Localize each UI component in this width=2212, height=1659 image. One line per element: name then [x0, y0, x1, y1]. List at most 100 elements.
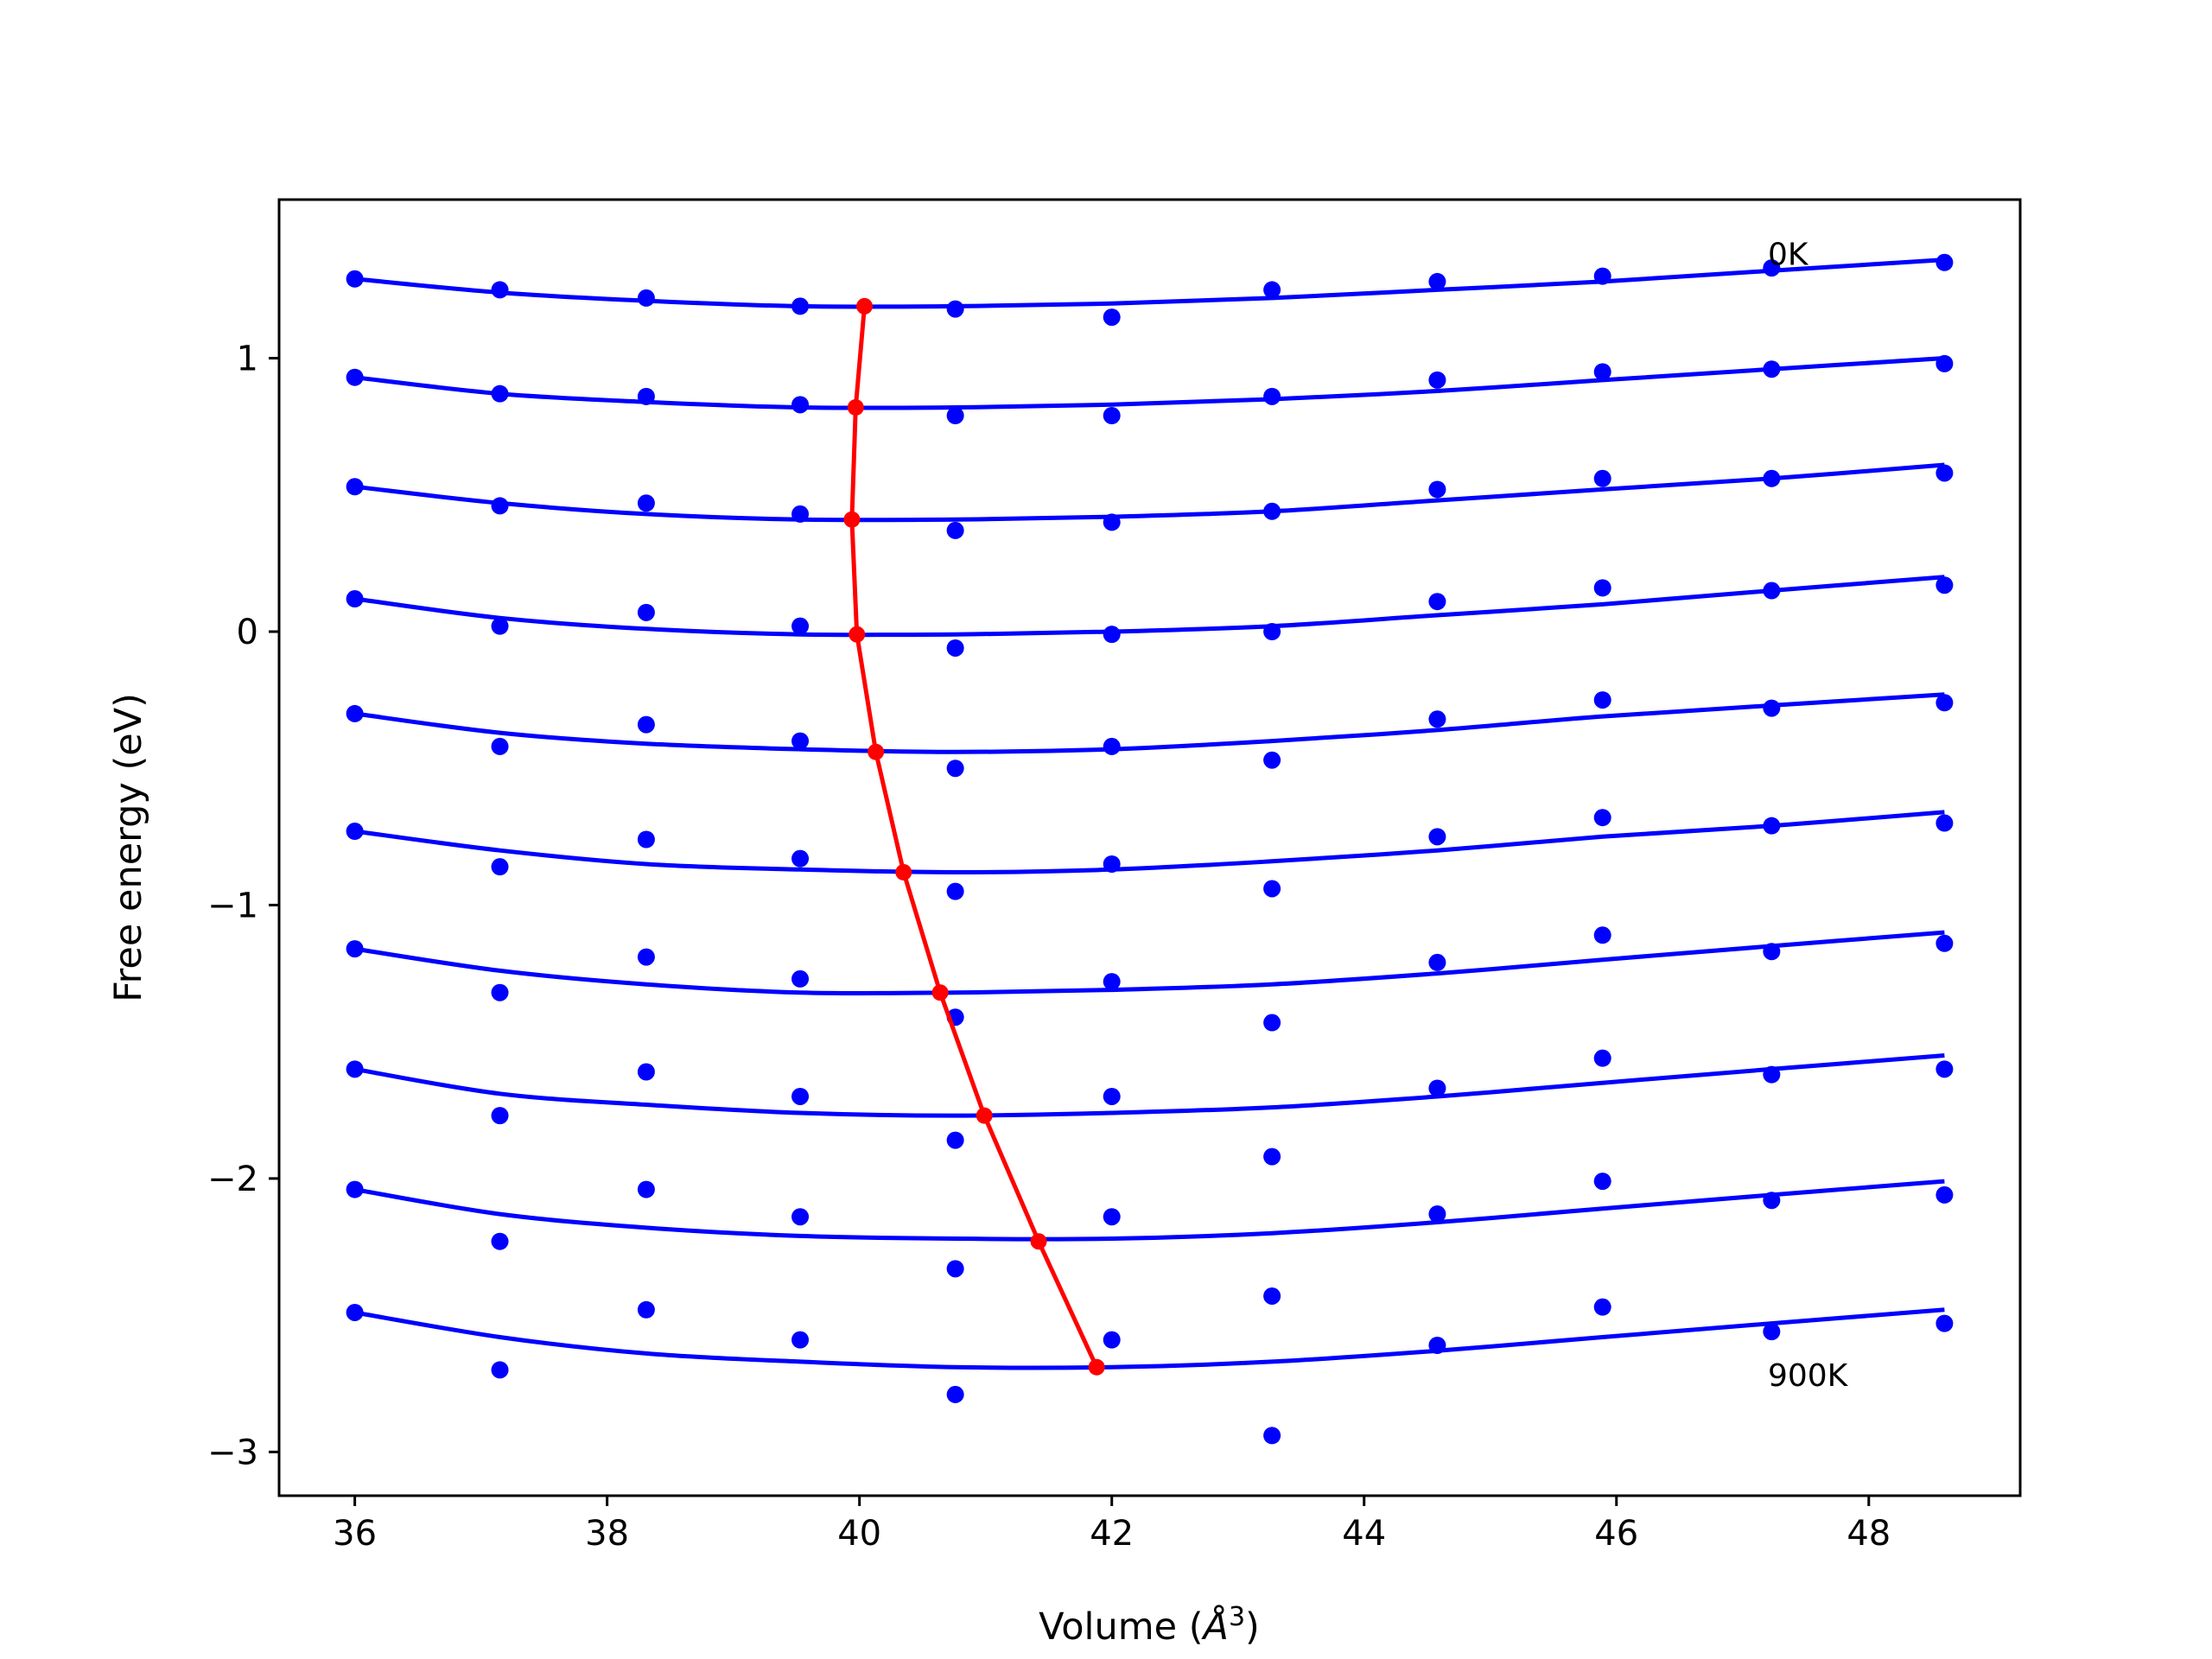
data-point — [1263, 502, 1281, 520]
data-point — [1428, 593, 1446, 611]
x-axis-label-text: Volume ( — [1039, 1605, 1203, 1649]
data-points — [346, 253, 1954, 1445]
data-point — [1763, 943, 1781, 961]
minimum-point — [868, 743, 885, 760]
data-point — [637, 289, 655, 307]
data-point — [791, 1087, 810, 1105]
minimum-point — [843, 511, 861, 528]
annotation-label: 900K — [1768, 1358, 1849, 1394]
fit-curve — [354, 356, 1945, 410]
x-axis-label-exponent: 3 — [1229, 1602, 1245, 1632]
data-point — [1936, 694, 1954, 712]
data-point — [346, 704, 364, 722]
data-point — [791, 297, 810, 315]
data-point — [1103, 513, 1121, 531]
data-point — [1263, 880, 1281, 898]
data-point — [637, 603, 655, 621]
data-point — [946, 300, 964, 318]
data-point — [1763, 259, 1781, 277]
data-point — [1936, 1060, 1954, 1078]
x-tick-label: 42 — [1090, 1514, 1134, 1554]
data-point — [491, 1232, 509, 1250]
data-point — [1103, 626, 1121, 644]
data-point — [1103, 973, 1121, 991]
data-point — [1103, 308, 1121, 327]
data-point — [491, 1361, 509, 1379]
data-point — [1263, 1147, 1281, 1166]
data-point — [946, 1260, 964, 1278]
data-point — [637, 948, 655, 966]
data-point — [791, 505, 810, 523]
data-point — [1593, 926, 1611, 944]
minimum-point — [847, 399, 864, 416]
data-point — [1593, 691, 1611, 709]
data-point — [1428, 1336, 1446, 1354]
x-tick-label: 46 — [1594, 1514, 1638, 1554]
data-point — [946, 882, 964, 900]
data-point — [1763, 817, 1781, 835]
data-point — [1103, 1208, 1121, 1226]
data-point — [637, 1300, 655, 1319]
x-tick-label: 48 — [1847, 1514, 1891, 1554]
data-point — [1936, 814, 1954, 832]
minimum-point — [931, 984, 949, 1001]
data-point — [1103, 1331, 1121, 1349]
data-point — [491, 617, 509, 635]
data-point — [1763, 1192, 1781, 1210]
data-point — [1593, 579, 1611, 597]
data-point — [1263, 281, 1281, 299]
x-tick-label: 44 — [1342, 1514, 1386, 1554]
data-point — [1263, 751, 1281, 769]
data-point — [791, 849, 810, 868]
y-axis-ticks: 1 0 −1 −2 −3 — [207, 340, 279, 1472]
data-point — [346, 270, 364, 288]
data-point — [346, 478, 364, 496]
x-tick-label: 36 — [333, 1514, 377, 1554]
data-point — [637, 715, 655, 734]
data-point — [1593, 363, 1611, 381]
data-point — [1428, 1205, 1446, 1224]
data-point — [1263, 1427, 1281, 1445]
data-point — [946, 407, 964, 424]
fit-curve — [354, 257, 1945, 309]
y-tick-label: 0 — [237, 613, 258, 652]
data-point — [491, 737, 509, 755]
data-point — [1763, 1065, 1781, 1084]
data-point — [946, 1385, 964, 1403]
minimum-point — [895, 863, 912, 880]
data-point — [346, 823, 364, 841]
minimum-point — [1088, 1358, 1105, 1376]
minimum-point — [856, 297, 874, 315]
data-point — [1763, 469, 1781, 487]
data-point — [1763, 360, 1781, 378]
data-point — [1428, 953, 1446, 971]
data-point — [1763, 699, 1781, 717]
x-axis-label: Volume (Å3) — [1039, 1602, 1260, 1649]
data-point — [1263, 387, 1281, 405]
data-point — [1593, 809, 1611, 827]
data-point — [1428, 272, 1446, 290]
data-point — [346, 1180, 364, 1198]
data-point — [1103, 855, 1121, 873]
x-tick-label: 38 — [585, 1514, 629, 1554]
data-point — [637, 1063, 655, 1081]
data-point — [791, 732, 810, 750]
data-point — [346, 1060, 364, 1078]
data-point — [1428, 371, 1446, 389]
fit-curve — [354, 1053, 1945, 1118]
data-point — [1593, 1049, 1611, 1067]
data-point — [346, 368, 364, 386]
data-point — [791, 617, 810, 635]
data-point — [1428, 710, 1446, 728]
data-point — [637, 830, 655, 849]
data-point — [1593, 267, 1611, 285]
data-point — [1763, 582, 1781, 600]
data-point — [637, 387, 655, 405]
data-point — [1593, 1173, 1611, 1191]
x-axis-label-close: ) — [1245, 1605, 1260, 1649]
data-point — [1428, 480, 1446, 499]
y-tick-label: −3 — [207, 1433, 258, 1472]
data-point — [791, 396, 810, 414]
data-point — [1936, 464, 1954, 482]
data-point — [946, 760, 964, 778]
